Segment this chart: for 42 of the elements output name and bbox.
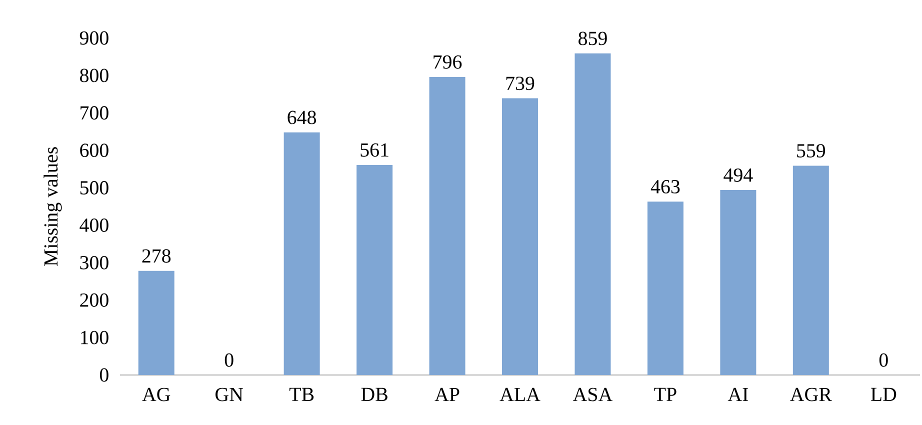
data-label: 559 [797,144,826,158]
y-tick-label: 800 [80,68,108,82]
x-tick-label: ALA [500,388,540,401]
bar [502,98,538,375]
y-tick-label: 500 [80,181,108,194]
x-tick-label: AG [142,388,170,402]
data-label: 0 [224,353,234,367]
bar [284,132,320,375]
data-label: 859 [578,32,607,46]
bar [647,202,684,375]
x-tick-label: AI [728,388,748,401]
data-label: 796 [434,55,462,69]
y-axis-title: Missing values [44,147,62,266]
x-tick-label: ASA [572,388,612,402]
bar [574,53,611,375]
data-label: 278 [142,249,171,263]
y-tick-label: 0 [100,368,108,382]
y-tick-label: 400 [80,218,108,232]
data-label: 494 [724,168,753,182]
y-tick-label: 200 [80,293,108,307]
bar [138,270,174,375]
y-tick-label: 900 [80,31,108,45]
x-tick-label: DB [361,388,388,401]
data-label: 463 [650,180,680,194]
y-tick-label: 600 [80,144,108,158]
y-tick-label: 100 [81,330,108,344]
x-tick-label: TP [654,388,676,401]
x-tick-label: LD [870,388,896,401]
y-tick-label: 700 [80,106,108,120]
y-tick-label: 300 [80,256,108,270]
data-label: 0 [879,353,888,367]
data-label: 561 [360,143,388,157]
x-tick-label: GN [216,388,244,402]
data-label: 739 [506,76,534,90]
bar [356,164,393,375]
x-tick-label: TB [289,388,314,401]
bar [720,190,756,375]
x-tick-label: AGR [790,388,832,402]
bar [429,76,466,375]
x-tick-label: AP [434,388,460,401]
bar [792,166,829,375]
data-label: 648 [288,110,316,124]
